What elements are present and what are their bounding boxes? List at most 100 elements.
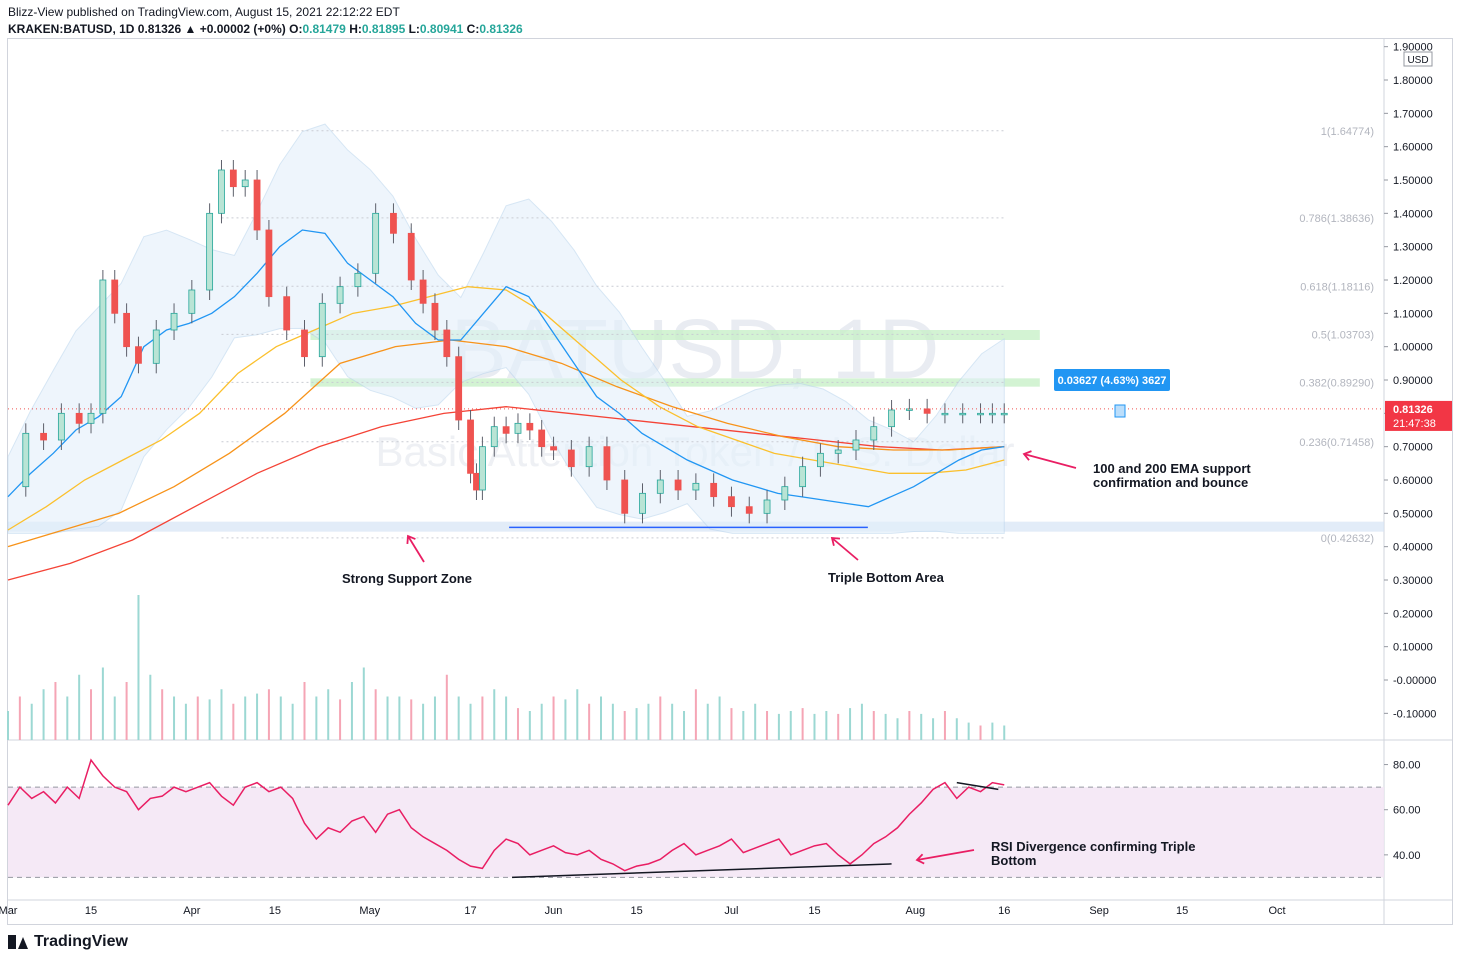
ema-arrow — [1023, 453, 1077, 469]
time-tick-label: Sep — [1089, 905, 1109, 917]
price-tick-label: 1.10000 — [1393, 308, 1433, 320]
candle-body — [959, 412, 967, 416]
volume-bar — [943, 711, 946, 740]
volume-bar — [955, 718, 958, 740]
candle-body — [390, 212, 397, 234]
volume-bar — [801, 708, 804, 740]
currency-box — [1403, 51, 1433, 67]
volume-bar — [208, 699, 211, 740]
candle-body — [87, 412, 95, 424]
volume-bar — [932, 718, 935, 740]
volume-bar — [339, 699, 342, 740]
measure-label-box — [1054, 369, 1170, 391]
rsi-band — [8, 787, 1384, 878]
volume-bar — [505, 696, 508, 740]
candle-body — [419, 279, 427, 304]
volume-bar — [125, 682, 128, 740]
volume-bar — [920, 713, 923, 740]
publisher-line: Blizz-View published on TradingView.com,… — [8, 5, 400, 19]
volume-bar — [291, 703, 294, 740]
rsi-tick-label: 60.00 — [1393, 805, 1421, 817]
volume-bar — [671, 703, 674, 740]
volume-bar — [600, 696, 602, 740]
candle-body — [656, 479, 664, 494]
volume-bar — [979, 725, 982, 740]
low-value: 0.80941 — [419, 22, 464, 36]
green-zone-upper — [310, 330, 1040, 340]
low-label: L: — [408, 22, 420, 36]
candle-body — [372, 212, 380, 274]
volume-bar — [777, 713, 780, 740]
volume-bar — [849, 708, 852, 740]
price-tick-label: 0.40000 — [1393, 542, 1433, 554]
fib-label: 0.5(1.03703) — [1312, 329, 1374, 341]
price-tick-label: 1.70000 — [1393, 108, 1433, 120]
candle-body — [354, 272, 362, 288]
price-tick-label: 1.20000 — [1393, 275, 1433, 287]
volume-bar — [1003, 725, 1006, 740]
candle-body — [905, 408, 913, 411]
price-tick-label: 0.90000 — [1393, 375, 1433, 387]
volume-bar — [303, 682, 306, 740]
volume-bar — [445, 674, 448, 740]
candle-body — [852, 439, 860, 451]
volume-bar — [161, 689, 164, 740]
price-tick-label: 0.50000 — [1393, 508, 1433, 520]
volume-bar — [659, 696, 662, 740]
high-label: H: — [349, 22, 362, 36]
candle-body — [467, 419, 474, 474]
volume-bar — [884, 713, 887, 740]
price-tick-label: 1.40000 — [1393, 208, 1433, 220]
volume-bar — [718, 696, 721, 740]
candle-body — [99, 279, 107, 414]
candle-body — [206, 212, 214, 291]
candle-body — [443, 329, 451, 358]
volume-bar — [315, 696, 318, 740]
close-value: 0.81326 — [479, 22, 523, 36]
candle-body — [941, 412, 949, 416]
open-value: 0.81479 — [302, 22, 346, 36]
volume-bar — [410, 699, 413, 740]
price-tick-label: 1.00000 — [1393, 342, 1433, 354]
volume-bar — [552, 696, 555, 740]
rsi-annotation-1: RSI Divergence confirming Triple — [991, 839, 1195, 854]
tradingview-brand: TradingView — [34, 933, 128, 950]
candle-body — [817, 452, 824, 468]
candle-body — [301, 329, 308, 358]
price-tick-label: 1.90000 — [1393, 42, 1433, 54]
volume-bar — [137, 595, 140, 740]
volume-bar — [327, 689, 330, 740]
candle-body — [40, 432, 47, 441]
candle-body — [514, 422, 522, 434]
volume-bar — [872, 711, 875, 740]
volume-bar — [374, 689, 377, 740]
volume-bar — [42, 689, 45, 740]
candle-body — [763, 499, 771, 514]
time-tick-label: 15 — [808, 905, 820, 917]
candle-body — [490, 426, 498, 448]
price-tick-label: 0.30000 — [1393, 575, 1433, 587]
candle-body — [218, 169, 225, 214]
candle-body — [621, 479, 629, 514]
volume-bar — [184, 703, 187, 740]
candle-body — [834, 449, 842, 454]
candle-body — [923, 408, 931, 414]
fib-label: 0.618(1.18116) — [1300, 281, 1374, 293]
volume-bar — [730, 708, 733, 740]
candle-body — [57, 412, 65, 441]
candle-body — [455, 356, 463, 421]
volume-bar — [766, 711, 769, 740]
volume-bar — [481, 696, 484, 740]
candle-body — [265, 229, 273, 298]
volume-bar — [588, 703, 591, 740]
price-tick-label: 1.80000 — [1393, 75, 1433, 87]
volume-bar — [279, 696, 282, 740]
symbol-info: KRAKEN:BATUSD, 1D 0.81326 ▲ +0.00002 (+0… — [8, 22, 286, 36]
triple-bottom-arrow-head — [830, 537, 841, 546]
candle-body — [585, 446, 593, 468]
volume-bar — [149, 674, 152, 740]
volume-bar — [386, 696, 389, 740]
volume-bar — [220, 689, 223, 740]
volume-bar — [362, 667, 365, 740]
